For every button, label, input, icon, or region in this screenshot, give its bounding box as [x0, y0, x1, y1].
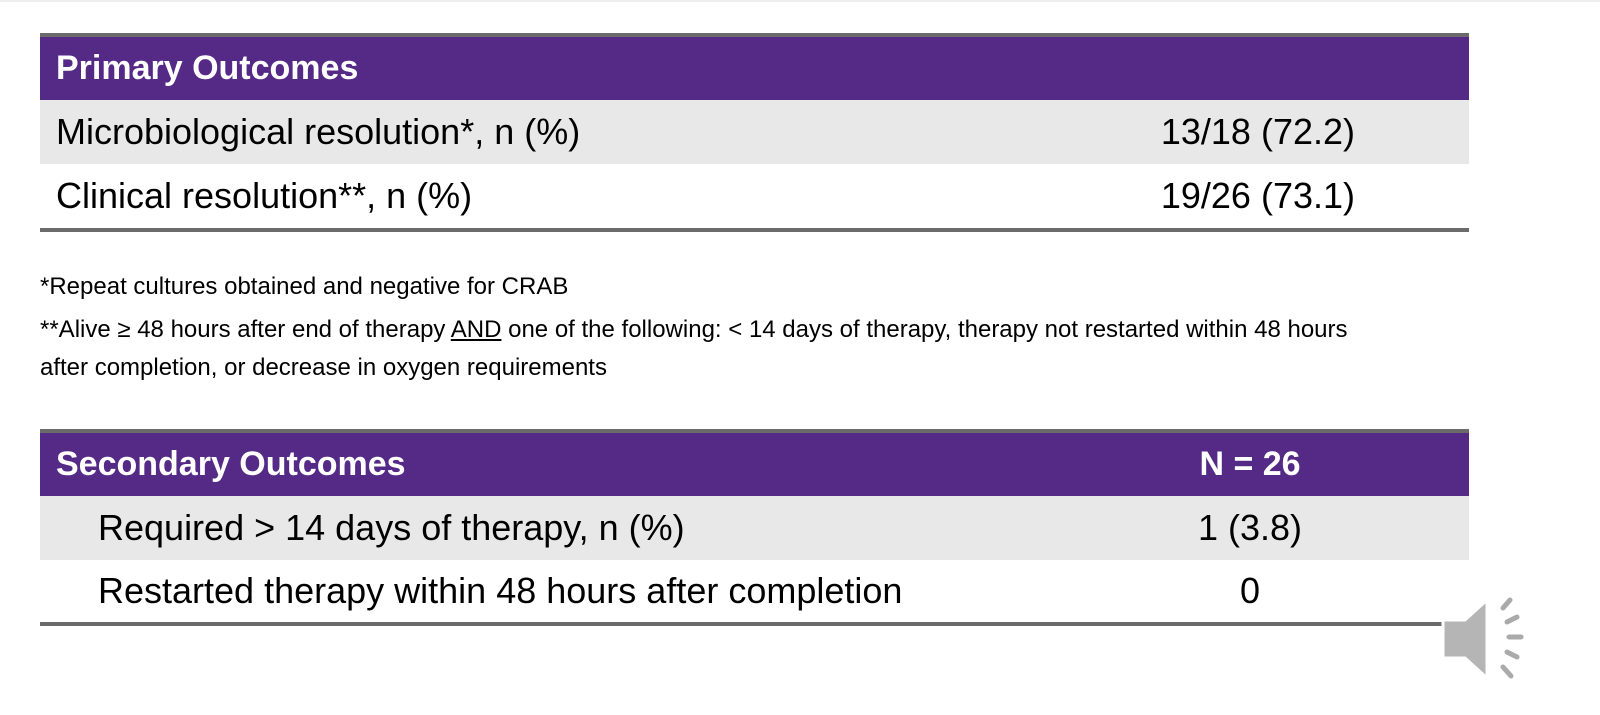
table-header: Primary Outcomes [40, 37, 1469, 100]
row-value: 19/26 (73.1) [1160, 175, 1355, 216]
table-row: Clinical resolution**, n (%) 19/26 (73.1… [40, 164, 1469, 228]
top-divider [0, 0, 1600, 2]
table-row: Required > 14 days of therapy, n (%) 1 (… [40, 496, 1469, 560]
row-value: 0 [1239, 570, 1261, 611]
row-value: 1 (3.8) [1197, 507, 1303, 548]
row-label: Restarted therapy within 48 hours after … [98, 570, 903, 611]
footnote-2-text: one of the following: < 14 days of thera… [40, 316, 1348, 381]
row-label: Clinical resolution**, n (%) [56, 175, 473, 216]
table-header: Secondary Outcomes N = 26 [40, 433, 1469, 496]
footnote-2-emphasis: AND [450, 316, 502, 343]
primary-outcomes-table: Primary Outcomes Microbiological resolut… [40, 33, 1469, 232]
table-row: Microbiological resolution*, n (%) 13/18… [40, 100, 1469, 164]
header-n: N = 26 [1199, 445, 1301, 483]
footnote-1: *Repeat cultures obtained and negative f… [40, 273, 569, 300]
header-title: Primary Outcomes [56, 49, 359, 87]
row-value: 13/18 (72.2) [1160, 111, 1355, 152]
speaker-icon[interactable] [1435, 590, 1545, 690]
row-label: Required > 14 days of therapy, n (%) [98, 507, 685, 548]
secondary-outcomes-table: Secondary Outcomes N = 26 Required > 14 … [40, 429, 1469, 626]
table-row: Restarted therapy within 48 hours after … [40, 560, 1469, 622]
row-label: Microbiological resolution*, n (%) [56, 111, 581, 152]
footnote-2-text: **Alive ≥ 48 hours after end of therapy [40, 316, 451, 343]
footnote-2: **Alive ≥ 48 hours after end of therapy … [40, 311, 1380, 387]
header-title: Secondary Outcomes [56, 445, 406, 483]
